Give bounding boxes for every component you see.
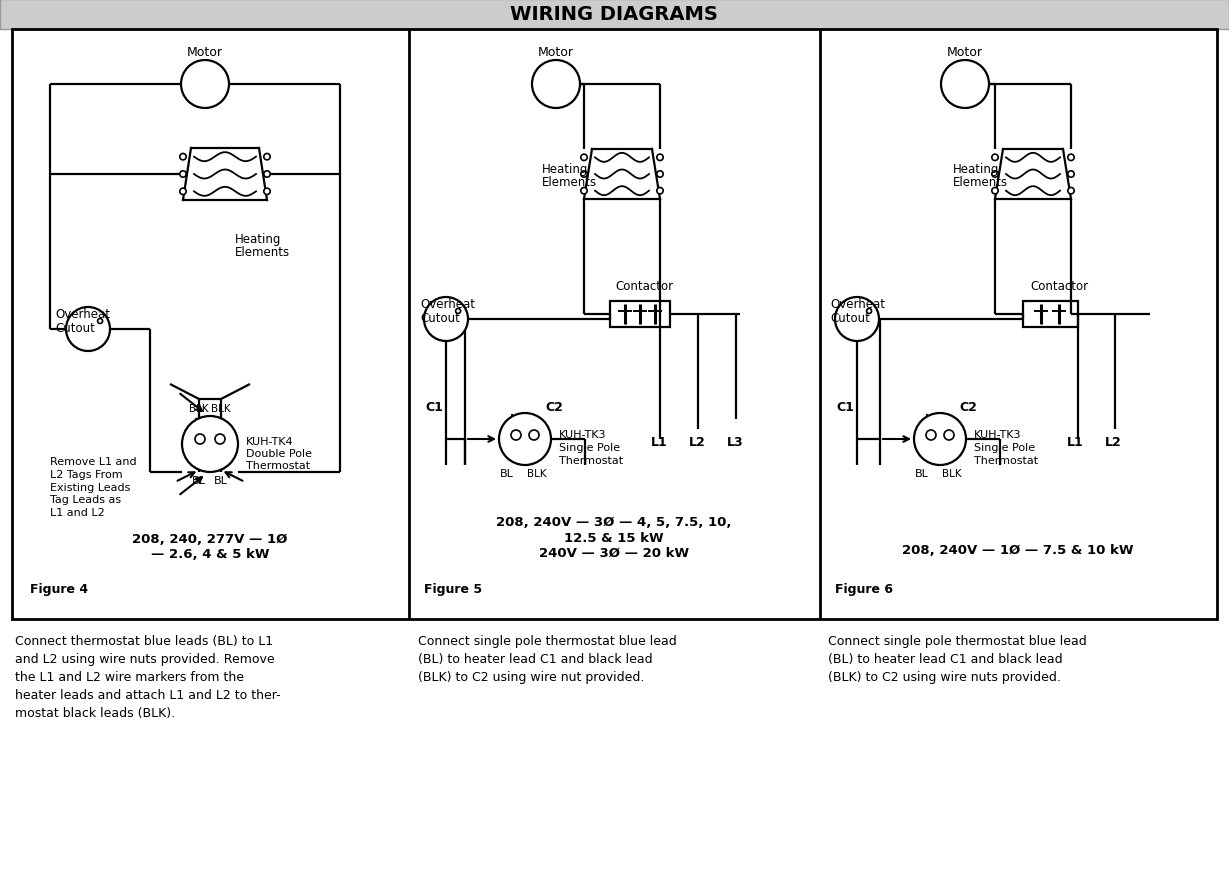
- Text: Elements: Elements: [952, 176, 1008, 189]
- Text: Overheat: Overheat: [830, 298, 885, 311]
- Circle shape: [656, 155, 664, 162]
- Text: BLK: BLK: [211, 403, 231, 414]
- Text: Remove L1 and: Remove L1 and: [50, 456, 136, 467]
- Text: KUH-TK3: KUH-TK3: [559, 429, 606, 440]
- Text: Figure 6: Figure 6: [834, 583, 893, 596]
- Text: Heating: Heating: [952, 163, 999, 176]
- Circle shape: [264, 155, 270, 161]
- Circle shape: [834, 298, 879, 342]
- Text: Thermostat: Thermostat: [246, 461, 310, 470]
- Text: BLK: BLK: [943, 468, 962, 479]
- Circle shape: [424, 298, 468, 342]
- Text: 208, 240, 277V — 1Ø
— 2.6, 4 & 5 kW: 208, 240, 277V — 1Ø — 2.6, 4 & 5 kW: [133, 533, 288, 561]
- Text: L2: L2: [1105, 436, 1121, 449]
- Circle shape: [581, 189, 587, 195]
- Text: 208, 240V — 1Ø — 7.5 & 10 kW: 208, 240V — 1Ø — 7.5 & 10 kW: [902, 544, 1133, 557]
- Text: Heating: Heating: [542, 163, 589, 176]
- Text: BLK: BLK: [189, 403, 209, 414]
- Circle shape: [511, 430, 521, 441]
- Text: Motor: Motor: [538, 46, 574, 59]
- Circle shape: [182, 416, 238, 473]
- Circle shape: [264, 171, 270, 178]
- Text: L2: L2: [688, 436, 705, 449]
- Text: KUH-TK3: KUH-TK3: [975, 429, 1021, 440]
- Text: Thermostat: Thermostat: [975, 455, 1039, 466]
- Circle shape: [1068, 171, 1074, 178]
- Text: BL: BL: [500, 468, 514, 479]
- Circle shape: [456, 309, 461, 314]
- Bar: [1023, 302, 1078, 328]
- Text: L1: L1: [1067, 436, 1084, 449]
- Text: Tag Leads as: Tag Leads as: [50, 494, 122, 504]
- Text: Single Pole: Single Pole: [975, 442, 1035, 453]
- Bar: [0, 0, 1229, 30]
- Circle shape: [179, 155, 187, 161]
- Circle shape: [992, 171, 998, 178]
- Text: KUH-TK4: KUH-TK4: [246, 436, 294, 447]
- Circle shape: [656, 171, 664, 178]
- Text: Connect thermostat blue leads (BL) to L1
and L2 using wire nuts provided. Remove: Connect thermostat blue leads (BL) to L1…: [15, 634, 280, 720]
- Text: BL: BL: [192, 475, 206, 486]
- Circle shape: [215, 434, 225, 444]
- Text: Thermostat: Thermostat: [559, 455, 623, 466]
- Circle shape: [97, 319, 102, 324]
- Text: Single Pole: Single Pole: [559, 442, 621, 453]
- Text: Connect single pole thermostat blue lead
(BL) to heater lead C1 and black lead
(: Connect single pole thermostat blue lead…: [828, 634, 1086, 683]
- Circle shape: [992, 189, 998, 195]
- Text: Cutout: Cutout: [830, 311, 870, 324]
- Text: Heating: Heating: [235, 233, 281, 246]
- Bar: [610, 302, 670, 328]
- Text: Contactor: Contactor: [614, 280, 673, 293]
- Circle shape: [866, 309, 871, 314]
- Text: Double Pole: Double Pole: [246, 448, 312, 459]
- Text: Connect single pole thermostat blue lead
(BL) to heater lead C1 and black lead
(: Connect single pole thermostat blue lead…: [418, 634, 677, 683]
- Circle shape: [944, 430, 954, 441]
- Text: Elements: Elements: [235, 246, 290, 259]
- Text: WIRING DIAGRAMS: WIRING DIAGRAMS: [510, 5, 718, 24]
- Text: L2 Tags From: L2 Tags From: [50, 469, 123, 480]
- Circle shape: [581, 171, 587, 178]
- Circle shape: [1068, 155, 1074, 162]
- Text: C2: C2: [959, 401, 977, 414]
- Text: L1 and L2: L1 and L2: [50, 507, 104, 517]
- Circle shape: [532, 61, 580, 109]
- Circle shape: [179, 171, 187, 178]
- Text: Elements: Elements: [542, 176, 597, 189]
- Circle shape: [1068, 189, 1074, 195]
- Text: L3: L3: [726, 436, 744, 449]
- Circle shape: [264, 189, 270, 196]
- Text: Overheat: Overheat: [420, 298, 474, 311]
- Circle shape: [914, 414, 966, 466]
- Text: Cutout: Cutout: [420, 311, 460, 324]
- Text: C2: C2: [546, 401, 563, 414]
- Text: Cutout: Cutout: [55, 322, 95, 334]
- Circle shape: [195, 434, 205, 444]
- Text: Motor: Motor: [948, 46, 983, 59]
- Text: Overheat: Overheat: [55, 308, 111, 322]
- Circle shape: [925, 430, 936, 441]
- Text: Contactor: Contactor: [1030, 280, 1088, 293]
- Bar: [12, 30, 1217, 620]
- Text: C1: C1: [425, 401, 442, 414]
- Text: Motor: Motor: [187, 46, 222, 59]
- Circle shape: [499, 414, 551, 466]
- Text: C1: C1: [836, 401, 854, 414]
- Text: Existing Leads: Existing Leads: [50, 482, 130, 493]
- Text: Figure 4: Figure 4: [29, 583, 88, 596]
- Circle shape: [581, 155, 587, 162]
- Circle shape: [181, 61, 229, 109]
- Text: BLK: BLK: [527, 468, 547, 479]
- Circle shape: [941, 61, 989, 109]
- Circle shape: [992, 155, 998, 162]
- Circle shape: [656, 189, 664, 195]
- Text: 208, 240V — 3Ø — 4, 5, 7.5, 10,
12.5 & 15 kW
240V — 3Ø — 20 kW: 208, 240V — 3Ø — 4, 5, 7.5, 10, 12.5 & 1…: [497, 516, 731, 559]
- Circle shape: [66, 308, 111, 352]
- Circle shape: [179, 189, 187, 196]
- Text: BL: BL: [916, 468, 929, 479]
- Text: BL: BL: [214, 475, 227, 486]
- Text: Figure 5: Figure 5: [424, 583, 482, 596]
- Circle shape: [528, 430, 540, 441]
- Text: L1: L1: [650, 436, 667, 449]
